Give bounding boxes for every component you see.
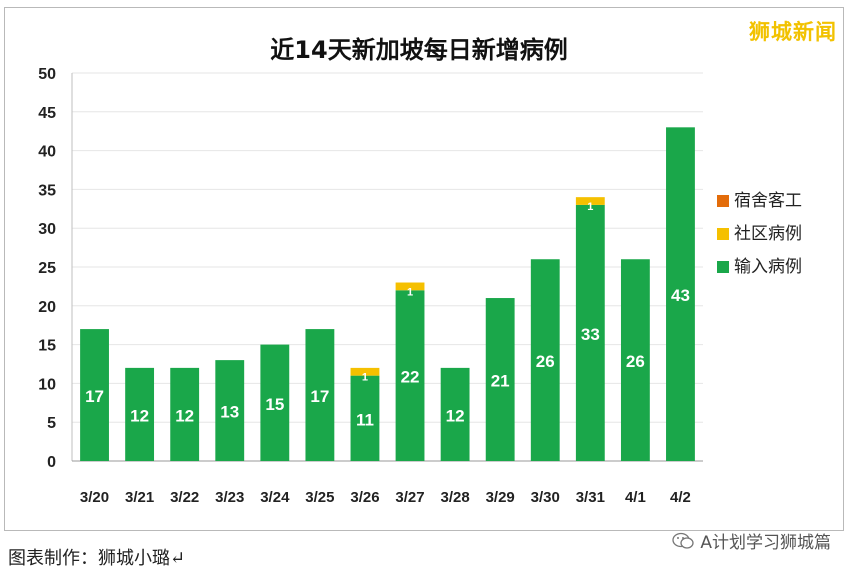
x-tick-label: 3/29	[486, 489, 515, 506]
bar-imported	[170, 367, 200, 461]
chart-title: 近14天新加坡每日新增病例	[270, 36, 567, 64]
legend-swatch	[717, 195, 729, 207]
x-tick-label: 3/30	[531, 489, 560, 506]
data-label: 33	[581, 325, 600, 344]
bar-imported	[260, 344, 290, 461]
x-tick-label: 3/28	[441, 489, 470, 506]
y-tick-label: 40	[38, 144, 56, 161]
bar-imported	[305, 329, 335, 461]
legend-label: 社区病例	[734, 224, 802, 244]
y-tick-label: 25	[38, 260, 56, 277]
bar-imported	[530, 259, 560, 461]
legend-swatch	[717, 228, 729, 240]
bar-imported	[485, 298, 515, 461]
wechat-icon	[672, 532, 695, 549]
y-tick-label: 50	[38, 66, 56, 83]
bar-community	[395, 282, 425, 291]
x-tick-label: 3/21	[125, 489, 154, 506]
bar-imported	[666, 127, 695, 461]
brand-watermark: 狮城新闻	[745, 16, 841, 46]
legend-label: 宿舍客工	[734, 191, 802, 211]
data-label: 12	[446, 406, 465, 425]
bar-imported	[440, 367, 470, 461]
bar-chart: 近14天新加坡每日新增病例 0 5 10 15 20 25 30 35 40 45 50 17 3/20 1…	[38, 36, 802, 506]
data-label: 12	[175, 406, 194, 425]
y-tick-label: 30	[38, 221, 56, 238]
data-label: 12	[130, 406, 149, 425]
y-tick-label: 0	[47, 454, 56, 471]
bar-imported	[350, 375, 380, 461]
data-label: 13	[220, 403, 239, 422]
segment-label: 1	[362, 372, 368, 384]
data-label: 17	[85, 387, 104, 406]
bar-imported	[80, 329, 109, 461]
x-tick-label: 4/2	[670, 489, 691, 506]
chart-credit: 图表制作：狮城小璐↵	[8, 548, 186, 569]
y-tick-label: 20	[38, 299, 56, 316]
bar-imported	[575, 204, 605, 462]
y-tick-label: 45	[38, 105, 56, 122]
wechat-account-name: A计划学习狮城篇	[700, 533, 831, 553]
y-tick-label: 35	[38, 182, 56, 199]
chart-frame: 近14天新加坡每日新增病例 0 5 10 15 20 25 30 35 40 45 50 17 3/20 1…	[4, 7, 844, 531]
data-label: 22	[401, 368, 420, 387]
bar-imported	[620, 259, 650, 461]
bar-imported	[215, 360, 245, 461]
data-label: 26	[536, 352, 555, 371]
y-tick-label: 15	[38, 338, 56, 355]
x-tick-label: 3/27	[395, 489, 424, 506]
bar-community	[350, 367, 380, 376]
legend-swatch	[717, 261, 729, 273]
segment-label: 1	[587, 201, 593, 213]
bar-community	[575, 197, 605, 205]
wechat-account: A计划学习狮城篇	[672, 528, 831, 553]
data-label: 15	[265, 395, 284, 414]
x-tick-label: 3/31	[576, 489, 605, 506]
x-tick-label: 4/1	[625, 489, 646, 506]
y-tick-label: 10	[38, 376, 56, 393]
bar-imported	[395, 290, 425, 461]
data-label: 26	[626, 352, 645, 371]
data-label: 17	[310, 387, 329, 406]
data-label: 11	[356, 410, 374, 429]
data-label: 21	[491, 372, 510, 391]
bar-imported	[125, 367, 155, 461]
x-tick-label: 3/26	[350, 489, 379, 506]
x-tick-label: 3/22	[170, 489, 199, 506]
y-tick-label: 5	[47, 415, 56, 432]
x-tick-label: 3/24	[260, 489, 290, 506]
legend-label: 输入病例	[734, 257, 802, 277]
segment-label: 1	[407, 286, 413, 298]
x-tick-label: 3/23	[215, 489, 244, 506]
x-tick-label: 3/20	[80, 489, 109, 506]
data-label: 43	[671, 286, 690, 305]
x-tick-label: 3/25	[305, 489, 334, 506]
